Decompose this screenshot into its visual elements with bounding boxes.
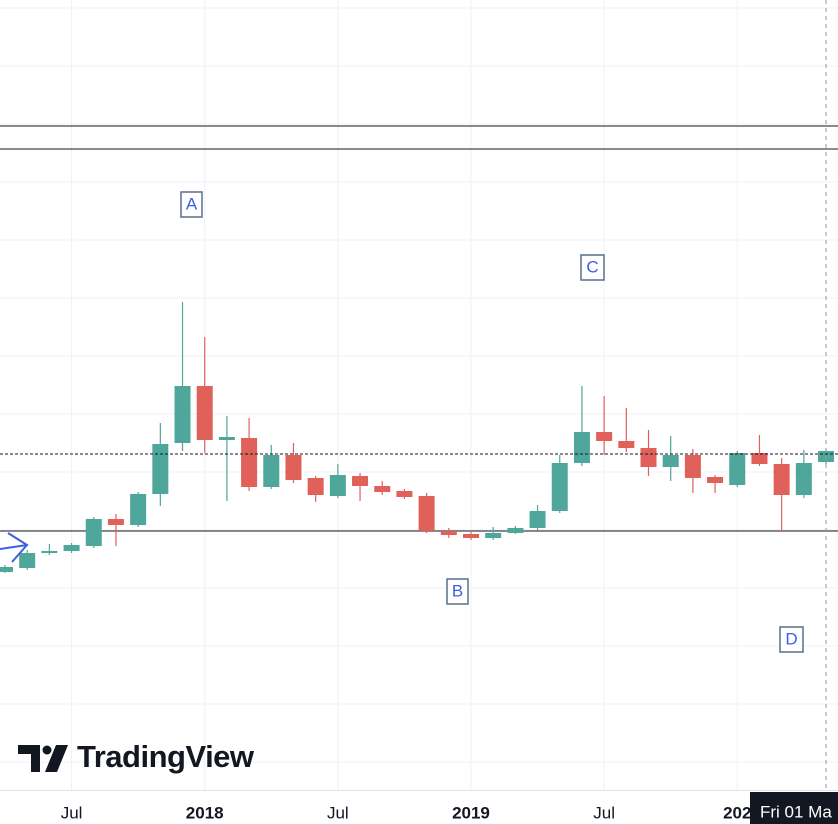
candle-body bbox=[729, 453, 746, 485]
candle-body bbox=[85, 519, 102, 546]
logo-mark bbox=[18, 745, 40, 772]
crosshair-label: Fri 01 Ma bbox=[760, 802, 832, 821]
candle-body bbox=[63, 545, 80, 551]
candle-body bbox=[0, 567, 13, 572]
candle-body bbox=[19, 553, 36, 568]
arrow-shaft bbox=[0, 544, 28, 550]
x-axis-band bbox=[0, 790, 838, 824]
annotation-box bbox=[180, 191, 203, 218]
annotation-box bbox=[446, 578, 469, 605]
x-tick-label: 202 bbox=[723, 803, 751, 822]
candle-body bbox=[241, 438, 258, 487]
candle-body bbox=[573, 432, 590, 463]
x-tick-label: 2019 bbox=[452, 803, 490, 822]
candle-body bbox=[507, 528, 524, 533]
annotation: D bbox=[785, 629, 797, 648]
candle-body bbox=[640, 448, 657, 467]
candle-body bbox=[773, 464, 790, 495]
watermark: TradingView bbox=[18, 739, 255, 774]
candle-body bbox=[462, 534, 479, 538]
candle-body bbox=[751, 453, 768, 464]
annotation: B bbox=[452, 581, 463, 600]
candle-body bbox=[551, 463, 568, 511]
candle-body bbox=[130, 494, 147, 525]
annotation: A bbox=[186, 194, 198, 213]
x-tick-label: Jul bbox=[61, 803, 83, 822]
candle-body bbox=[174, 386, 191, 443]
x-tick-label: Jul bbox=[593, 803, 615, 822]
annotations: A B C D bbox=[180, 191, 804, 653]
candle-body bbox=[152, 444, 169, 494]
candle-body bbox=[218, 437, 235, 440]
candle-body bbox=[263, 455, 280, 487]
candle-body bbox=[41, 551, 58, 553]
candle-body bbox=[662, 455, 679, 467]
candle-body bbox=[374, 486, 391, 492]
candle-body bbox=[684, 455, 701, 478]
watermark-text: TradingView bbox=[77, 739, 255, 774]
plot bbox=[0, 0, 838, 790]
candle-body bbox=[596, 432, 613, 441]
logo-mark bbox=[42, 745, 52, 755]
candle-body bbox=[285, 455, 302, 480]
x-tick-label: Jul bbox=[327, 803, 349, 822]
candle-body bbox=[618, 441, 635, 448]
x-axis: Jul 2018 Jul 2019 Jul 202 Fri 01 Ma bbox=[61, 792, 838, 824]
candle-body bbox=[529, 511, 546, 528]
arrow-drawing bbox=[0, 532, 29, 563]
annotation: C bbox=[586, 257, 598, 276]
grid bbox=[0, 7, 838, 763]
candle-body bbox=[485, 533, 502, 538]
candle-body bbox=[352, 476, 369, 486]
candle-body bbox=[707, 477, 724, 483]
candle-body bbox=[196, 386, 213, 440]
candle-body bbox=[107, 519, 124, 525]
crosshair-label-box bbox=[750, 792, 838, 824]
candle-body bbox=[307, 478, 324, 495]
x-tick-label: 2018 bbox=[186, 803, 224, 822]
candle-body bbox=[418, 496, 435, 531]
logo-mark bbox=[45, 745, 68, 772]
candle-body bbox=[440, 531, 457, 535]
annotation-box bbox=[779, 626, 804, 653]
candle-body bbox=[795, 463, 812, 495]
candle-body bbox=[329, 475, 346, 496]
candle-body bbox=[396, 491, 413, 497]
arrow-head bbox=[7, 532, 29, 563]
annotation-box bbox=[580, 254, 605, 281]
